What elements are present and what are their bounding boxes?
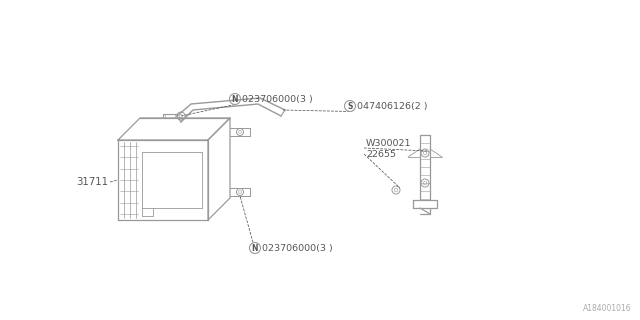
Text: 047406126(2 ): 047406126(2 ) xyxy=(357,101,428,110)
Text: 31711: 31711 xyxy=(76,177,108,187)
Text: 023706000(3 ): 023706000(3 ) xyxy=(262,244,333,252)
Text: N: N xyxy=(232,94,238,103)
Text: 22655: 22655 xyxy=(366,149,396,158)
Text: N: N xyxy=(252,244,259,252)
Text: 023706000(3 ): 023706000(3 ) xyxy=(242,94,313,103)
Text: W300021: W300021 xyxy=(366,139,412,148)
Text: A184001016: A184001016 xyxy=(584,304,632,313)
Text: S: S xyxy=(348,101,353,110)
